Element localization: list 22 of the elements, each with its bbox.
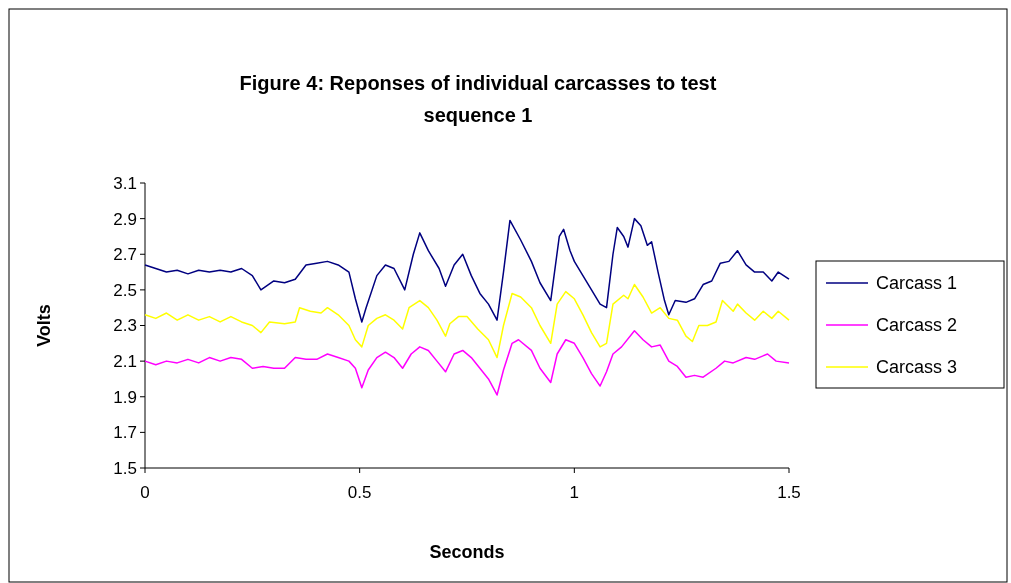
legend-label: Carcass 1: [876, 273, 958, 294]
legend-label: Carcass 3: [876, 357, 958, 378]
chart-title: Figure 4: Reponses of individual carcasses to test sequence 1: [239, 72, 717, 126]
x-axis-title: Seconds: [429, 542, 505, 562]
y-tick-label: 1.9: [113, 387, 137, 407]
x-tick-label: 1.5: [777, 483, 801, 502]
y-tick-label: 2.3: [113, 316, 137, 336]
x-tick-label: 1: [569, 483, 580, 502]
line-series: [144, 330, 790, 396]
x-tick-label: 0: [140, 483, 150, 502]
y-axis-title: Volts: [34, 304, 54, 347]
y-tick-label: 2.1: [113, 352, 137, 372]
legend-label: Carcass 2: [876, 315, 958, 336]
line-series: [144, 217, 790, 323]
y-tick-label: 2.9: [113, 209, 137, 229]
y-tick-label: 2.5: [113, 280, 137, 300]
y-tick-label: 1.7: [113, 423, 137, 443]
x-tick-label: 0.5: [347, 483, 372, 502]
line-series: [144, 283, 790, 359]
y-tick-label: 3.1: [113, 173, 137, 193]
y-tick-label: 1.5: [113, 458, 137, 478]
y-tick-label: 2.7: [113, 245, 137, 265]
